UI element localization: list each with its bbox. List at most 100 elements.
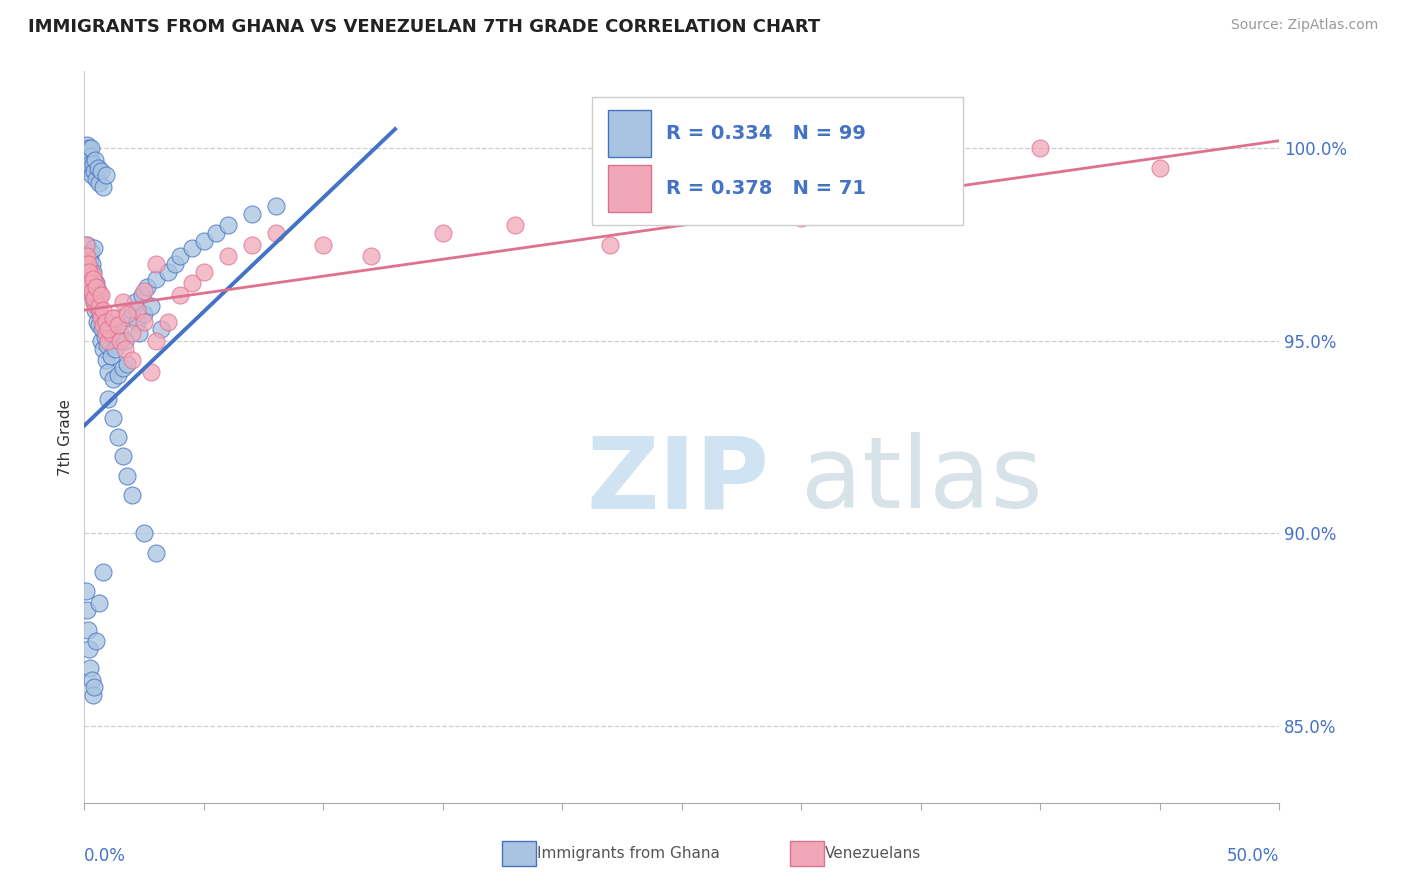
Point [86,161,108,175]
Point [101,410,124,425]
Point [86,634,108,648]
Point [86,172,108,186]
Point [77,257,100,271]
Point [77,260,100,275]
Point [432,226,454,240]
Point [86,299,108,313]
Point [141,365,163,379]
Text: R = 0.378   N = 71: R = 0.378 N = 71 [666,179,866,198]
Point [128,326,150,340]
Point [86,299,108,313]
Point [90,310,112,325]
Text: Venezuelans: Venezuelans [825,847,921,861]
Point [121,326,143,340]
Point [145,334,167,348]
Point [80,280,103,294]
Point [125,303,148,318]
Point [77,161,100,175]
Point [110,334,132,348]
Point [84,303,107,318]
Point [97,392,120,406]
FancyBboxPatch shape [592,97,963,225]
Point [90,334,112,348]
Point [87,303,110,318]
Point [94,353,117,368]
Point [83,681,105,695]
Point [117,307,139,321]
Point [80,141,103,155]
Point [84,153,107,167]
Point [117,468,139,483]
Point [87,318,110,333]
Point [76,264,98,278]
Point [240,207,263,221]
Point [77,623,100,637]
Point [111,360,134,375]
Point [83,164,105,178]
Point [264,226,287,240]
Point [121,303,143,318]
Point [97,334,120,348]
Point [125,315,148,329]
Point [80,284,103,298]
Point [181,242,204,256]
Point [121,488,143,502]
Text: atlas: atlas [801,433,1043,530]
Point [240,237,263,252]
Point [101,372,124,386]
Point [118,310,141,325]
Point [104,342,127,356]
Point [82,264,104,278]
Point [97,322,120,336]
Point [93,565,115,579]
Point [157,264,180,278]
Point [107,430,129,444]
Point [104,310,127,325]
Point [77,280,100,294]
Point [75,249,97,263]
Text: IMMIGRANTS FROM GHANA VS VENEZUELAN 7TH GRADE CORRELATION CHART: IMMIGRANTS FROM GHANA VS VENEZUELAN 7TH … [28,18,820,36]
FancyBboxPatch shape [607,110,651,157]
Point [76,276,98,290]
Point [89,307,111,321]
Point [94,315,117,329]
Point [80,245,103,260]
Point [132,526,156,541]
Point [75,264,97,278]
Point [77,264,100,278]
Point [77,264,100,278]
Point [84,276,107,290]
Point [157,315,180,329]
Point [90,164,112,178]
Text: 0.0%: 0.0% [84,847,127,864]
Point [83,242,105,256]
Point [264,199,287,213]
Point [82,157,104,171]
Point [80,287,103,301]
Point [790,211,813,225]
Point [87,284,110,298]
Point [141,299,163,313]
Point [90,287,112,301]
Text: 50.0%: 50.0% [1227,847,1279,864]
Point [165,257,187,271]
Point [93,318,115,333]
Point [83,295,105,310]
Point [86,315,108,329]
Point [75,149,97,163]
Point [76,137,98,152]
Point [79,149,101,163]
Point [599,237,621,252]
Point [87,299,110,313]
Point [77,641,100,656]
Point [111,450,134,464]
Point [205,226,228,240]
Point [93,330,115,344]
Text: Source: ZipAtlas.com: Source: ZipAtlas.com [1230,18,1378,32]
Point [132,307,156,321]
Point [149,322,172,336]
Point [114,334,136,348]
Point [131,287,153,301]
Point [1149,161,1171,175]
Point [75,141,97,155]
